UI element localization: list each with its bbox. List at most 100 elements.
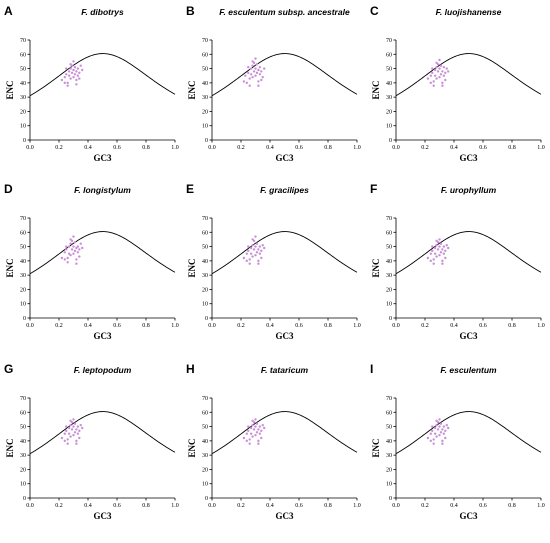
y-tick-label: 60: [386, 230, 392, 236]
x-tick-label: 0.2: [421, 503, 429, 509]
gene-point: [249, 67, 253, 70]
panel-b: B F. esculentum subsp. ancestrale 0 10 20 30 4…: [186, 4, 361, 163]
x-axis-title: GC3: [460, 331, 479, 341]
gene-point: [248, 442, 251, 445]
gene-point: [65, 73, 68, 76]
x-tick-label: 1.0: [537, 323, 545, 329]
gene-point: [438, 253, 441, 257]
y-axis-title: ENC: [5, 80, 15, 99]
gene-point: [257, 68, 260, 72]
y-tick-label: 20: [386, 467, 392, 473]
x-tick-label: 0.4: [450, 145, 458, 151]
x-tick-label: 1.0: [171, 145, 179, 151]
gene-point: [73, 249, 77, 253]
gene-point: [257, 262, 260, 265]
x-tick-label: 0.2: [237, 145, 245, 151]
gene-point: [429, 259, 432, 263]
x-tick-label: 0.8: [324, 323, 332, 329]
y-tick-label: 0: [205, 316, 208, 322]
gene-point: [66, 442, 69, 445]
y-tick-label: 60: [386, 410, 392, 416]
gene-point: [72, 433, 75, 437]
gene-point: [255, 242, 259, 245]
gene-point: [69, 67, 72, 70]
y-tick-label: 50: [386, 245, 392, 251]
y-tick-label: 10: [20, 482, 26, 488]
gene-point: [65, 429, 68, 433]
gene-point: [441, 428, 444, 431]
gene-point: [254, 235, 257, 238]
gene-point: [435, 239, 438, 243]
y-tick-label: 30: [20, 95, 26, 101]
x-tick-label: 0.4: [266, 145, 274, 151]
gene-point: [75, 428, 78, 431]
y-tick-label: 30: [386, 453, 392, 459]
x-tick-label: 0.2: [237, 503, 245, 509]
gene-point: [444, 78, 447, 82]
gene-point: [73, 431, 77, 434]
gene-point: [429, 252, 432, 255]
gene-point: [431, 71, 434, 75]
panel-letter: G: [4, 362, 13, 376]
gene-point: [258, 425, 262, 428]
y-tick-label: 10: [202, 124, 208, 130]
x-tick-label: 0.2: [55, 503, 63, 509]
gene-point: [66, 438, 69, 441]
x-tick-label: 0.0: [208, 145, 216, 151]
panel-a: A F. dibotrys 0 10 20 30 40 50 60 70 0.0 0.2 0.4 0.6 0…: [4, 4, 179, 163]
gene-point: [251, 64, 254, 67]
x-tick-label: 0.4: [84, 323, 92, 329]
gene-point: [445, 423, 448, 427]
y-tick-label: 20: [386, 287, 392, 293]
panel-title: F. luojishanense: [436, 7, 502, 17]
x-tick-label: 0.4: [450, 503, 458, 509]
gene-point: [252, 248, 256, 251]
y-tick-label: 70: [386, 38, 392, 44]
gene-point: [72, 60, 75, 63]
y-tick-label: 50: [386, 67, 392, 73]
gene-point: [435, 419, 438, 423]
x-tick-label: 0.8: [508, 503, 516, 509]
gene-point: [258, 73, 262, 76]
gene-point: [435, 255, 438, 258]
gene-point: [67, 426, 71, 430]
y-tick-label: 0: [205, 496, 208, 502]
gene-point: [442, 65, 446, 69]
gene-point: [78, 255, 81, 258]
y-tick-label: 0: [205, 138, 208, 144]
y-tick-label: 40: [386, 259, 392, 265]
x-tick-label: 1.0: [537, 145, 545, 151]
x-tick-label: 0.0: [392, 503, 400, 509]
x-tick-label: 0.8: [324, 145, 332, 151]
panel-title: F. leptopodum: [74, 365, 132, 375]
x-tick-label: 0.6: [295, 145, 303, 151]
y-tick-label: 40: [20, 259, 26, 265]
gene-point: [69, 253, 72, 257]
gene-point: [75, 258, 78, 261]
gene-point: [257, 259, 260, 263]
gene-point: [252, 70, 256, 73]
gene-point: [439, 242, 443, 245]
x-tick-label: 0.2: [237, 323, 245, 329]
y-tick-label: 50: [20, 245, 26, 251]
y-tick-label: 0: [23, 496, 26, 502]
y-tick-label: 70: [202, 38, 208, 44]
gene-point: [444, 249, 447, 253]
y-tick-label: 10: [386, 124, 392, 130]
gene-point: [81, 246, 84, 250]
gene-point: [260, 78, 263, 82]
x-axis-title: GC3: [276, 331, 295, 341]
expected-enc-curve: [29, 231, 176, 275]
gene-point: [442, 432, 446, 435]
gene-point: [438, 418, 441, 421]
x-tick-label: 0.6: [479, 503, 487, 509]
gene-point: [254, 74, 257, 77]
gene-point: [255, 422, 259, 425]
y-tick-label: 70: [20, 216, 26, 222]
gene-point: [63, 81, 66, 85]
y-tick-label: 30: [202, 95, 208, 101]
x-tick-label: 0.6: [295, 323, 303, 329]
gene-point: [263, 246, 266, 250]
gene-point: [429, 81, 432, 85]
